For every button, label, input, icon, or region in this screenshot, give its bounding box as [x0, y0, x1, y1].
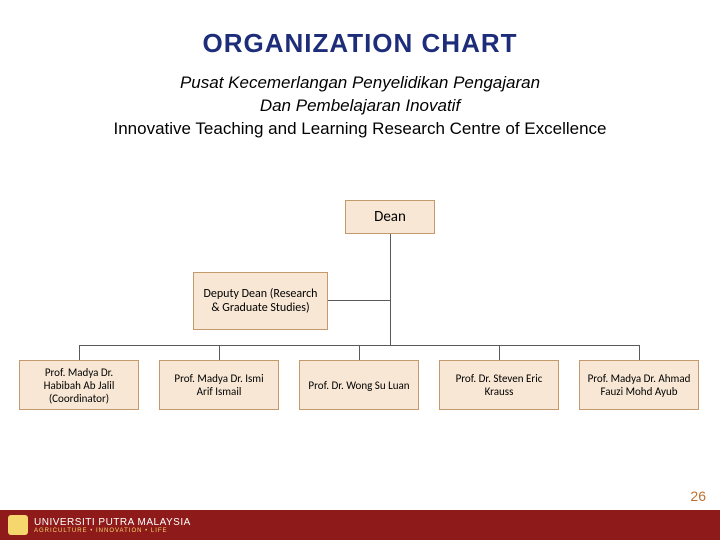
connector [219, 345, 220, 360]
node-label: Prof. Madya Dr. Ismi Arif Ismail [166, 372, 272, 398]
node-label: Dean [374, 208, 406, 226]
node-label: Prof. Madya Dr. Ahmad Fauzi Mohd Ayub [586, 372, 692, 398]
connector [499, 345, 500, 360]
connector [359, 345, 360, 360]
node-label: Prof. Dr. Wong Su Luan [308, 379, 409, 392]
node-member: Prof. Dr. Steven Eric Krauss [439, 360, 559, 410]
node-label: Deputy Dean (Research & Graduate Studies… [200, 287, 321, 315]
footer-tagline: AGRICULTURE • INNOVATION • LIFE [34, 528, 191, 534]
subtitle: Pusat Kecemerlangan Penyelidikan Pengaja… [0, 72, 720, 141]
node-deputy-dean: Deputy Dean (Research & Graduate Studies… [193, 272, 328, 330]
node-member: Prof. Madya Dr. Habibah Ab Jalil (Coordi… [19, 360, 139, 410]
page-title: ORGANIZATION CHART [0, 28, 720, 59]
node-label: Prof. Madya Dr. Habibah Ab Jalil (Coordi… [26, 366, 132, 405]
upm-logo-icon [8, 515, 28, 535]
connector [639, 345, 640, 360]
org-chart: Dean Deputy Dean (Research & Graduate St… [0, 200, 720, 460]
footer-bar: UNIVERSITI PUTRA MALAYSIA AGRICULTURE • … [0, 510, 720, 540]
subtitle-ms-1: Pusat Kecemerlangan Penyelidikan Pengaja… [180, 73, 540, 92]
node-member: Prof. Madya Dr. Ismi Arif Ismail [159, 360, 279, 410]
node-member: Prof. Madya Dr. Ahmad Fauzi Mohd Ayub [579, 360, 699, 410]
connector [79, 345, 80, 360]
subtitle-en: Innovative Teaching and Learning Researc… [114, 119, 607, 138]
node-dean: Dean [345, 200, 435, 234]
connector [328, 300, 390, 301]
node-label: Prof. Dr. Steven Eric Krauss [446, 372, 552, 398]
node-member: Prof. Dr. Wong Su Luan [299, 360, 419, 410]
footer-org: UNIVERSITI PUTRA MALAYSIA [34, 517, 191, 528]
page-number: 26 [690, 488, 706, 504]
subtitle-ms-2: Dan Pembelajaran Inovatif [260, 96, 460, 115]
connector [390, 234, 391, 345]
